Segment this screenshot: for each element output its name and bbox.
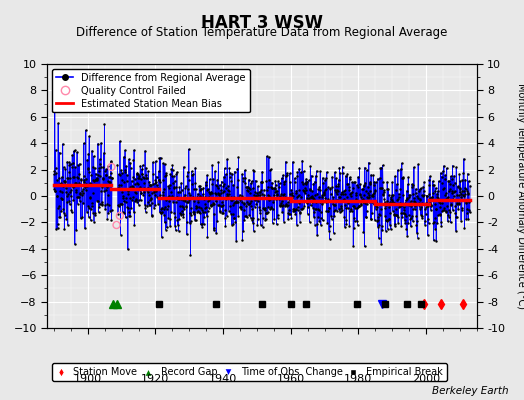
Point xyxy=(116,212,124,219)
Legend: Difference from Regional Average, Quality Control Failed, Estimated Station Mean: Difference from Regional Average, Qualit… xyxy=(52,69,249,112)
Text: 1960: 1960 xyxy=(277,374,305,384)
Text: 2000: 2000 xyxy=(412,374,440,384)
Text: 1900: 1900 xyxy=(74,374,102,384)
Point xyxy=(112,222,121,228)
Text: 1940: 1940 xyxy=(209,374,237,384)
Point xyxy=(107,164,116,170)
Y-axis label: Monthly Temperature Anomaly Difference (°C): Monthly Temperature Anomaly Difference (… xyxy=(516,83,524,309)
Text: 1980: 1980 xyxy=(344,374,373,384)
Text: 1920: 1920 xyxy=(141,374,170,384)
Text: Difference of Station Temperature Data from Regional Average: Difference of Station Temperature Data f… xyxy=(77,26,447,39)
Text: Berkeley Earth: Berkeley Earth xyxy=(432,386,508,396)
Text: HART 3 WSW: HART 3 WSW xyxy=(201,14,323,32)
